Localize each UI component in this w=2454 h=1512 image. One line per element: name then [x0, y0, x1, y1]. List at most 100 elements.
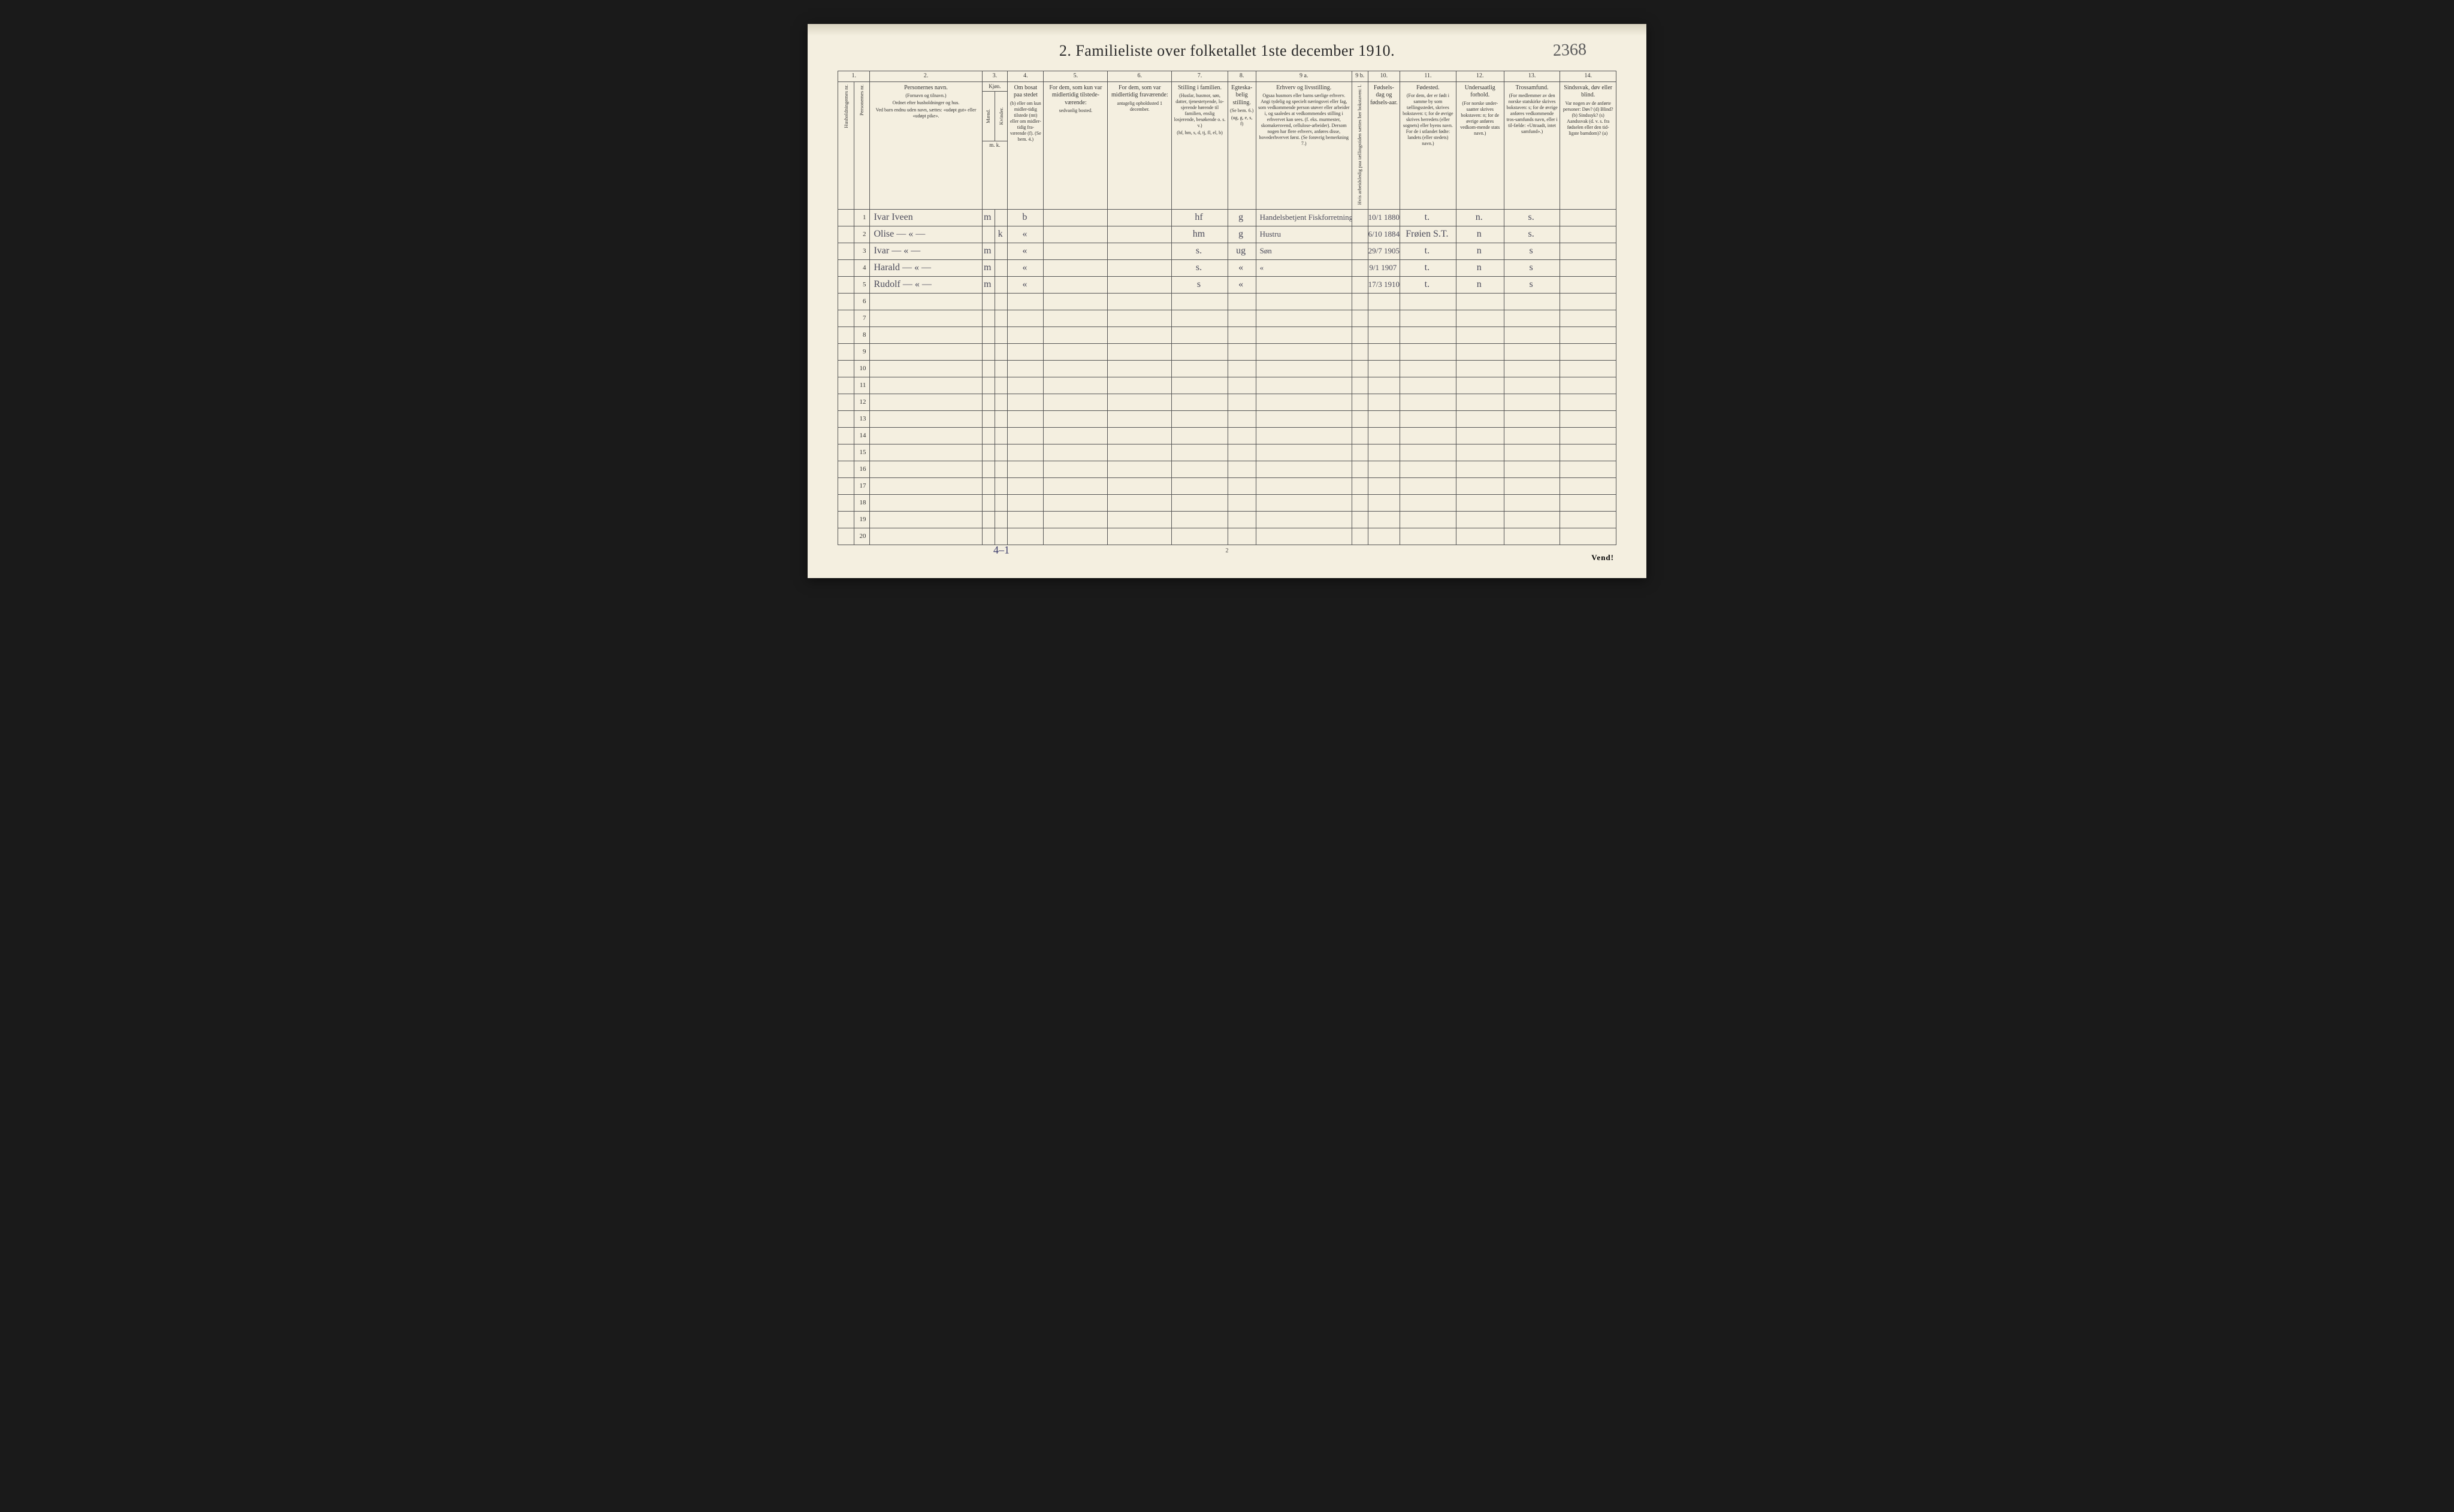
cell-egteskab: « — [1228, 259, 1256, 276]
cell-fdato: 29/7 1905 — [1368, 243, 1400, 259]
cell-erhverv: Handelsbetjent Fiskforretning — [1256, 209, 1352, 226]
cell-bosat: « — [1008, 276, 1044, 293]
cell-egteskab: ug — [1228, 243, 1256, 259]
colnum-4: 4. — [1008, 71, 1044, 82]
cell-person-nr: 15 — [854, 444, 870, 461]
cell-person-nr: 3 — [854, 243, 870, 259]
cell-sex-k — [995, 259, 1007, 276]
header-arbeidsledig: Hvis arbeidsledig paa tællingstiden sætt… — [1352, 81, 1368, 209]
cell-under: n — [1456, 276, 1504, 293]
table-row: 12 — [838, 394, 1616, 410]
cell-sex-m: m — [982, 243, 995, 259]
cell-household-nr — [838, 209, 854, 226]
cell-household-nr — [838, 494, 854, 511]
colnum-14: 14. — [1560, 71, 1616, 82]
table-row: 8 — [838, 326, 1616, 343]
table-row: 1Ivar IveenmbhfgHandelsbetjent Fiskforre… — [838, 209, 1616, 226]
cell-household-nr — [838, 343, 854, 360]
cell-fsted: t. — [1400, 276, 1456, 293]
cell-household-nr — [838, 477, 854, 494]
header-undersaatlig: Undersaatlig forhold. (For norske under-… — [1456, 81, 1504, 209]
cell-arbeidsledig — [1352, 209, 1368, 226]
cell-name: Olise — « — — [870, 226, 982, 243]
cell-stilling: hf — [1172, 209, 1228, 226]
cell-sinds — [1560, 209, 1616, 226]
cell-person-nr: 2 — [854, 226, 870, 243]
cell-bosat: « — [1008, 226, 1044, 243]
header-sindssvak: Sindssvak, døv eller blind. Var nogen av… — [1560, 81, 1616, 209]
cell-under: n — [1456, 259, 1504, 276]
cell-household-nr — [838, 259, 854, 276]
cell-household-nr — [838, 360, 854, 377]
cell-sex-m — [982, 226, 995, 243]
cell-under: n — [1456, 226, 1504, 243]
header-trossamfund: Trossamfund. (For medlemmer av den norsk… — [1504, 81, 1560, 209]
cell-name: Ivar Iveen — [870, 209, 982, 226]
cell-household-nr — [838, 410, 854, 427]
cell-midl-frav — [1108, 243, 1172, 259]
cell-household-nr — [838, 276, 854, 293]
cell-household-nr — [838, 528, 854, 545]
table-row: 17 — [838, 477, 1616, 494]
table-row: 2Olise — « —k«hmgHustru6/10 1884Frøien S… — [838, 226, 1616, 243]
table-row: 14 — [838, 427, 1616, 444]
cell-sex-k — [995, 209, 1007, 226]
cell-egteskab: « — [1228, 276, 1256, 293]
cell-midl-frav — [1108, 259, 1172, 276]
table-row: 10 — [838, 360, 1616, 377]
table-row: 4Harald — « —m«s.««9/1 1907t.ns — [838, 259, 1616, 276]
cell-arbeidsledig — [1352, 226, 1368, 243]
cell-person-nr: 8 — [854, 326, 870, 343]
cell-midl-frav — [1108, 226, 1172, 243]
cell-arbeidsledig — [1352, 276, 1368, 293]
cell-household-nr — [838, 461, 854, 477]
colnum-3: 3. — [982, 71, 1008, 82]
cell-person-nr: 7 — [854, 310, 870, 326]
header-sex: Kjøn. Mænd. Kvinder. m. k. — [982, 81, 1008, 209]
colnum-12: 12. — [1456, 71, 1504, 82]
cell-tros: s — [1504, 276, 1560, 293]
cell-tros: s — [1504, 243, 1560, 259]
table-row: 18 — [838, 494, 1616, 511]
cell-arbeidsledig — [1352, 243, 1368, 259]
header-midlertidig-tilstede: For dem, som kun var midlertidig tilsted… — [1044, 81, 1108, 209]
cell-stilling: s — [1172, 276, 1228, 293]
cell-midl-tilstede — [1044, 259, 1108, 276]
colnum-8: 8. — [1228, 71, 1256, 82]
table-row: 7 — [838, 310, 1616, 326]
table-row: 13 — [838, 410, 1616, 427]
cell-tros: s — [1504, 259, 1560, 276]
cell-fsted: t. — [1400, 243, 1456, 259]
cell-fdato: 9/1 1907 — [1368, 259, 1400, 276]
cell-household-nr — [838, 293, 854, 310]
cell-person-nr: 1 — [854, 209, 870, 226]
census-table: 1. 2. 3. 4. 5. 6. 7. 8. 9 a. 9 b. 10. 11… — [838, 71, 1616, 545]
tally-note: 4–1 — [993, 544, 1010, 557]
cell-sex-k: k — [995, 226, 1007, 243]
table-row: 20 — [838, 528, 1616, 545]
cell-erhverv: Søn — [1256, 243, 1352, 259]
colnum-5: 5. — [1044, 71, 1108, 82]
cell-name: Harald — « — — [870, 259, 982, 276]
colnum-13: 13. — [1504, 71, 1560, 82]
cell-person-nr: 5 — [854, 276, 870, 293]
table-row: 6 — [838, 293, 1616, 310]
table-row: 5Rudolf — « —m«s«17/3 1910t.ns — [838, 276, 1616, 293]
colnum-9b: 9 b. — [1352, 71, 1368, 82]
header-fodested: Fødested. (For dem, der er født i samme … — [1400, 81, 1456, 209]
cell-household-nr — [838, 243, 854, 259]
header-egteskab: Egteska-belig stilling. (Se bem. 6.) (ug… — [1228, 81, 1256, 209]
colnum-7: 7. — [1172, 71, 1228, 82]
cell-erhverv: Hustru — [1256, 226, 1352, 243]
header-bosat: Om bosat paa stedet (b) eller om kun mid… — [1008, 81, 1044, 209]
cell-stilling: hm — [1172, 226, 1228, 243]
cell-household-nr — [838, 511, 854, 528]
cell-person-nr: 12 — [854, 394, 870, 410]
cell-arbeidsledig — [1352, 259, 1368, 276]
cell-tros: s. — [1504, 209, 1560, 226]
colnum-1: 1. — [838, 71, 870, 82]
cell-midl-frav — [1108, 209, 1172, 226]
cell-fdato: 10/1 1880 — [1368, 209, 1400, 226]
cell-erhverv — [1256, 276, 1352, 293]
cell-household-nr — [838, 377, 854, 394]
